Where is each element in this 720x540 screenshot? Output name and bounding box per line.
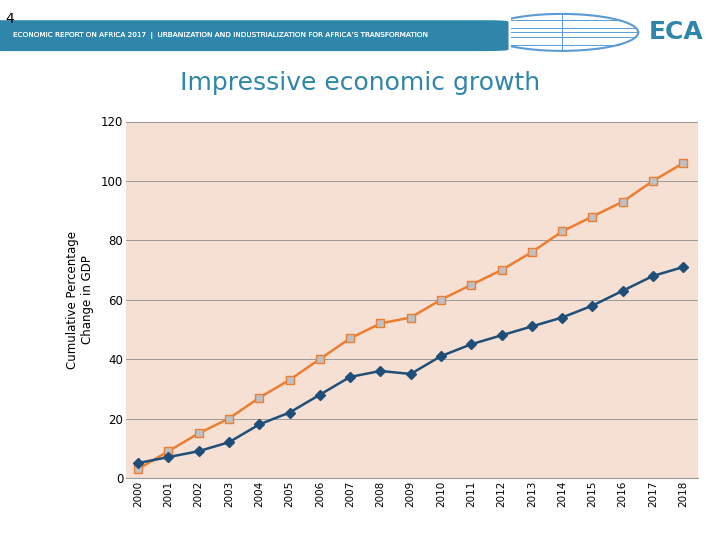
Sub-Saharan Africa (679, 160, 688, 166)
World (346, 374, 354, 380)
Sub-Saharan Africa (467, 282, 476, 288)
Sub-Saharan Africa (528, 249, 536, 255)
Sub-Saharan Africa (618, 198, 627, 205)
World (164, 454, 173, 460)
World (315, 392, 324, 398)
Sub-Saharan Africa (436, 296, 445, 303)
World (436, 353, 445, 360)
World (498, 332, 506, 339)
Y-axis label: Cumulative Percentage
Change in GDP: Cumulative Percentage Change in GDP (66, 231, 94, 369)
World (679, 264, 688, 271)
World (467, 341, 476, 348)
Sub-Saharan Africa (376, 320, 384, 327)
Line: Sub-Saharan Africa: Sub-Saharan Africa (134, 159, 688, 473)
Sub-Saharan Africa (588, 213, 597, 220)
FancyBboxPatch shape (0, 20, 508, 51)
World (558, 314, 567, 321)
Sub-Saharan Africa (406, 314, 415, 321)
Sub-Saharan Africa (285, 377, 294, 383)
Sub-Saharan Africa (134, 465, 143, 472)
World (618, 287, 627, 294)
World (528, 323, 536, 329)
World (134, 460, 143, 466)
Sub-Saharan Africa (164, 448, 173, 455)
Sub-Saharan Africa (255, 394, 264, 401)
World (225, 439, 233, 446)
Text: 4: 4 (6, 12, 14, 26)
Text: Impressive economic growth: Impressive economic growth (180, 71, 540, 95)
Sub-Saharan Africa (194, 430, 203, 436)
Text: ECONOMIC REPORT ON AFRICA 2017  |  URBANIZATION AND INDUSTRIALIZATION FOR AFRICA: ECONOMIC REPORT ON AFRICA 2017 | URBANIZ… (13, 32, 428, 39)
Line: World: World (135, 264, 687, 467)
Sub-Saharan Africa (498, 267, 506, 273)
Sub-Saharan Africa (315, 356, 324, 362)
World (285, 409, 294, 416)
Sub-Saharan Africa (346, 335, 354, 342)
Sub-Saharan Africa (558, 228, 567, 234)
Sub-Saharan Africa (649, 178, 657, 184)
World (588, 302, 597, 309)
World (406, 370, 415, 377)
World (194, 448, 203, 455)
World (376, 368, 384, 374)
Sub-Saharan Africa (225, 415, 233, 422)
World (649, 273, 657, 279)
Text: ECA: ECA (648, 21, 703, 44)
World (255, 421, 264, 428)
Text: ECONOMIC REPORT ON AFRICA 2017  |  URBANIZATION AND INDUSTRIALIZATION FOR AFRICA: ECONOMIC REPORT ON AFRICA 2017 | URBANIZ… (13, 32, 428, 39)
